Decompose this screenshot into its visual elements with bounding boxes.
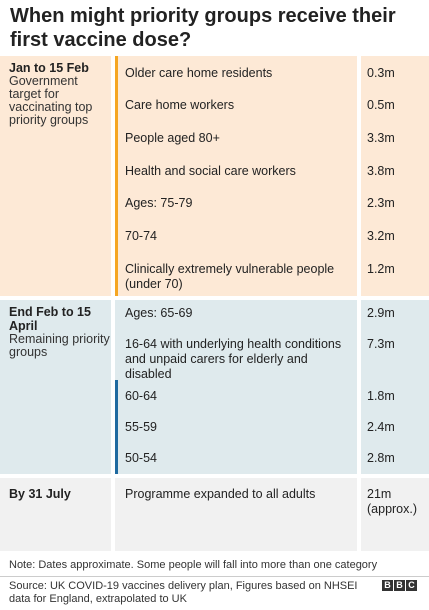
section-period: End Feb to 15 April Remaining priority g…: [0, 300, 111, 474]
group-column: Older care home residents Care home work…: [115, 56, 357, 296]
group-value: 3.2m: [367, 229, 395, 243]
group-value: 2.9m: [367, 306, 395, 320]
group-label: Ages: 75-79: [125, 196, 193, 210]
group-label: Care home workers: [125, 98, 235, 112]
section-jan-feb: Jan to 15 Feb Government target for vacc…: [0, 56, 429, 296]
footnote: Note: Dates approximate. Some people wil…: [9, 559, 378, 571]
group-label: 60-64: [125, 389, 157, 403]
section-subheading: Remaining priority groups: [9, 332, 110, 359]
group-label: 16-64 with underlying health conditions …: [125, 337, 342, 381]
group-value: 2.8m: [367, 451, 395, 465]
group-column: Ages: 65-69 16-64 with underlying health…: [115, 300, 357, 474]
group-value: 2.3m: [367, 196, 395, 210]
section-bar: [115, 56, 118, 296]
section-july: By 31 July Programme expanded to all adu…: [0, 478, 429, 551]
section-heading: End Feb to 15 April: [9, 305, 91, 333]
group-value: 21m (approx.): [367, 487, 418, 516]
group-value: 1.8m: [367, 389, 395, 403]
value-column: 0.3m 0.5m 3.3m 3.8m 2.3m 3.2m 1.2m: [361, 56, 429, 296]
group-label: Health and social care workers: [125, 164, 296, 178]
group-label: Programme expanded to all adults: [125, 487, 316, 501]
section-period: By 31 July: [0, 478, 111, 551]
group-label: Older care home residents: [125, 66, 273, 80]
section-heading: Jan to 15 Feb: [9, 61, 89, 75]
group-value: 0.5m: [367, 98, 395, 112]
group-value: 7.3m: [367, 337, 395, 351]
value-column: 21m (approx.): [361, 478, 429, 551]
group-value: 2.4m: [367, 420, 395, 434]
section-subheading: Government target for vaccinating top pr…: [9, 74, 93, 127]
section-period: Jan to 15 Feb Government target for vacc…: [0, 56, 111, 296]
group-value: 3.3m: [367, 131, 395, 145]
group-label: People aged 80+: [125, 131, 220, 145]
section-heading: By 31 July: [9, 487, 71, 501]
divider: [0, 576, 429, 577]
group-label: 50-54: [125, 451, 157, 465]
section-bar: [115, 380, 118, 474]
group-label: 70-74: [125, 229, 157, 243]
group-value: 0.3m: [367, 66, 395, 80]
chart-title: When might priority groups receive their…: [10, 5, 396, 51]
group-value: 3.8m: [367, 164, 395, 178]
group-label: Clinically extremely vulnerable people (…: [125, 262, 335, 291]
group-column: Programme expanded to all adults: [115, 478, 357, 551]
source-text: Source: UK COVID-19 vaccines delivery pl…: [9, 580, 358, 605]
group-label: 55-59: [125, 420, 157, 434]
value-column: 2.9m 7.3m 1.8m 2.4m 2.8m: [361, 300, 429, 474]
group-value: 1.2m: [367, 262, 395, 276]
priority-table: Jan to 15 Feb Government target for vacc…: [0, 56, 429, 555]
group-label: Ages: 65-69: [125, 306, 193, 320]
section-feb-april: End Feb to 15 April Remaining priority g…: [0, 300, 429, 474]
